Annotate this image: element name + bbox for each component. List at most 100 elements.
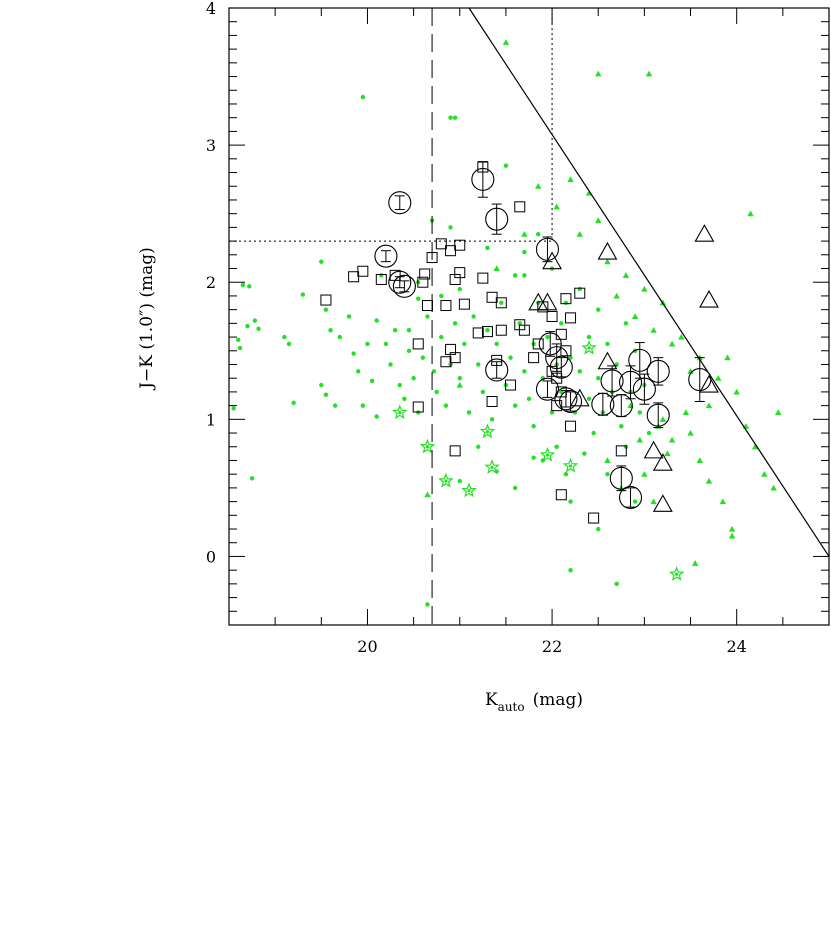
green-dot-point	[559, 321, 564, 326]
green-dot-point	[568, 499, 573, 504]
green-dot-point	[402, 396, 407, 401]
green-triangle-point	[641, 470, 648, 477]
black-square-point	[486, 396, 498, 408]
black-square-point	[454, 267, 466, 279]
green-triangle-point	[775, 409, 782, 416]
black-square-point	[486, 291, 498, 303]
green-triangle-point	[622, 272, 630, 278]
black-square-point	[518, 324, 530, 336]
black-square-point	[551, 400, 563, 412]
green-dot-point	[337, 334, 342, 340]
green-dot-point	[360, 94, 366, 100]
green-dot-point	[323, 392, 329, 397]
black-circle-point	[558, 389, 583, 414]
black-square-point	[532, 338, 544, 350]
green-triangle-point	[678, 333, 685, 340]
green-triangle-point	[691, 560, 699, 566]
green-triangle-point	[521, 231, 528, 237]
green-star-center	[545, 453, 550, 457]
green-dot-point	[549, 410, 555, 415]
green-dot-point	[586, 396, 592, 401]
black-square-point	[435, 238, 447, 250]
green-dot-point	[249, 476, 255, 481]
green-dot-point	[356, 369, 361, 374]
green-triangle-point	[553, 203, 560, 210]
green-dot-point	[351, 351, 356, 356]
black-square-point	[477, 272, 489, 284]
green-dot-point	[319, 382, 324, 388]
green-dot-point	[420, 355, 426, 360]
green-dot-point	[425, 602, 430, 607]
black-square-point	[348, 271, 360, 283]
green-triangle-point	[747, 210, 754, 217]
green-triangle-point	[687, 368, 694, 374]
green-dot-point	[319, 259, 324, 264]
green-triangle-point	[631, 313, 639, 320]
black-square-point	[472, 327, 484, 339]
green-dot-point	[457, 376, 462, 381]
green-dot-point	[431, 369, 437, 374]
black-circle-point	[388, 191, 412, 215]
black-triangle-point	[699, 289, 719, 308]
green-dot-point	[476, 362, 481, 367]
y-tick-label: 4	[206, 0, 216, 18]
green-dot-point	[448, 225, 453, 230]
green-triangle-point	[715, 375, 722, 381]
green-dot-point	[365, 341, 370, 347]
black-triangle-point	[699, 374, 719, 393]
green-triangle-point	[650, 327, 657, 333]
green-star-center	[587, 346, 591, 350]
axis-ticks	[229, 7, 830, 626]
green-dot-point	[485, 245, 490, 251]
black-square-point	[588, 512, 600, 524]
black-square-point	[505, 379, 517, 391]
green-dot-point	[508, 355, 513, 360]
green-dot-point	[471, 314, 476, 319]
black-square-point	[495, 324, 507, 336]
black-square-point	[565, 420, 577, 432]
green-triangle-point	[502, 39, 510, 45]
black-square-point	[528, 352, 540, 364]
green-triangle-point	[595, 217, 602, 224]
green-star-point	[581, 339, 597, 355]
green-triangle-point	[659, 416, 667, 422]
green-dot-point	[245, 323, 250, 329]
green-dot-point	[582, 451, 587, 456]
green-dot-point	[439, 334, 444, 340]
green-dot-point	[568, 355, 573, 360]
green-dot-point	[591, 430, 596, 436]
green-dot-point	[512, 485, 518, 491]
green-dot-point	[646, 430, 652, 436]
green-triangle-point	[576, 231, 583, 237]
green-triangle-point	[668, 340, 676, 347]
black-triangle-point	[643, 440, 664, 459]
black-triangle-point	[694, 224, 715, 242]
green-dot-point	[231, 406, 236, 411]
green-dot-point	[623, 321, 629, 326]
green-star-point	[539, 446, 556, 462]
green-triangle-point	[705, 402, 713, 409]
green-triangle-point	[493, 265, 500, 272]
green-triangle-point	[595, 70, 602, 77]
black-square-point	[417, 276, 429, 288]
green-dot-point	[531, 455, 536, 460]
green-dot-point	[536, 232, 541, 237]
black-square-point	[615, 445, 627, 457]
black-square-point	[440, 300, 452, 312]
black-square-point	[555, 489, 567, 501]
green-dot-point	[632, 499, 638, 504]
green-dot-point	[360, 403, 366, 408]
green-dot-point	[374, 414, 379, 419]
black-square-point	[421, 300, 433, 312]
x-axis-label-unit: (mag)	[533, 690, 583, 710]
green-dot-point	[499, 300, 504, 305]
black-square-point	[412, 338, 424, 350]
y-tick-label: 2	[206, 273, 216, 292]
black-triangle-point	[652, 453, 673, 471]
green-triangle-point	[650, 498, 657, 505]
green-dot-point	[531, 423, 536, 429]
black-square-point	[555, 328, 567, 340]
green-dot-point	[406, 348, 412, 353]
green-star-center	[398, 410, 402, 415]
